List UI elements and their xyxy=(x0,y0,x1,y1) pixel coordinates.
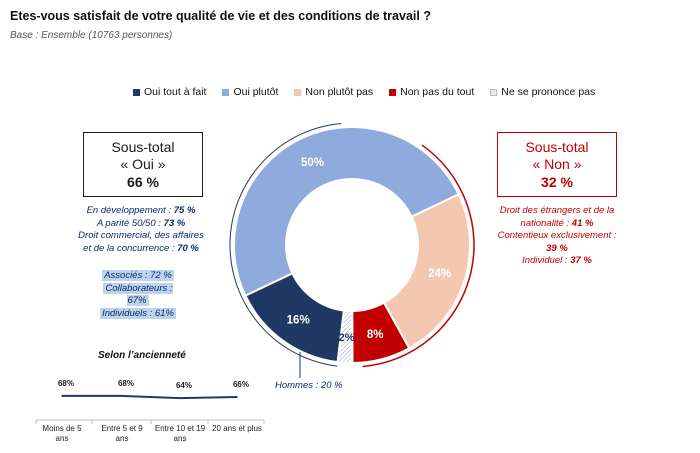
page-subtitle: Base : Ensemble (10763 personnes) xyxy=(10,30,173,41)
subtotal-oui-line2: « Oui » xyxy=(120,156,166,172)
seniority-category-label: Moins de 5 ans xyxy=(42,424,82,443)
highlight-row: Associés : 72 % xyxy=(102,270,174,281)
donut-label-non-pas-du-tout: 8% xyxy=(367,329,384,341)
non-bracket-arc xyxy=(362,144,475,368)
legend-swatch xyxy=(389,88,397,96)
donut-slice-ne-se-prononce-pas xyxy=(336,309,354,364)
hommes-note: Hommes : 20 % xyxy=(275,380,343,391)
page-title: Etes-vous satisfait de votre qualité de … xyxy=(10,9,431,23)
subtotal-oui-line1: Sous-total xyxy=(111,139,175,155)
donut-chart: 16% 50% 24% 8% 2% xyxy=(229,122,475,378)
donut-label-oui-plutot: 50% xyxy=(301,157,324,169)
legend-label: Non plutôt pas xyxy=(305,86,374,98)
seniority-category-label: Entre 5 et 9 ans xyxy=(101,424,143,443)
subtotal-oui-value: 66 % xyxy=(127,174,159,190)
non-note-row: Droit des étrangers et de la xyxy=(499,205,615,216)
legend-label: Oui tout à fait xyxy=(144,86,207,98)
seniority-category-label: Entre 10 et 19 ans xyxy=(154,424,206,443)
legend-swatch xyxy=(133,88,140,96)
seniority-point xyxy=(179,397,181,399)
non-note-row: 39 % xyxy=(546,242,568,254)
donut-label-non-plutot-pas: 24% xyxy=(428,268,451,280)
legend-item-non-pas-du-tout: Non pas du tout xyxy=(389,86,474,98)
subtotal-non-value: 32 % xyxy=(541,174,573,190)
legend-swatch xyxy=(490,88,498,96)
oui-note-row: En développement : 75 % xyxy=(86,205,196,216)
legend-item-oui-tout-a-fait: Oui tout à fait xyxy=(133,86,206,98)
seniority-line xyxy=(62,394,238,400)
seniority-value-label: 66% xyxy=(232,380,249,389)
non-note-row: nationalité : 41 % xyxy=(520,217,594,229)
subtotal-non-box: Sous-total « Non » 32 % xyxy=(497,132,617,197)
oui-highlights: Associés : 72 % Collaborateurs : 67% Ind… xyxy=(93,270,183,320)
legend-item-non-plutot-pas: Non plutôt pas xyxy=(294,86,373,98)
seniority-value-label: 68% xyxy=(57,378,74,388)
oui-note-row: Droit commercial, des affaires xyxy=(78,230,204,241)
donut-label-ne-se-prononce-pas: 2% xyxy=(339,332,355,344)
highlight-row: Collaborateurs : 67% xyxy=(103,282,173,306)
seniority-line-chart xyxy=(35,394,265,424)
legend-label: Non pas du tout xyxy=(400,86,475,98)
legend-swatch xyxy=(222,88,230,96)
non-note-row: Individuel : 37 % xyxy=(522,255,592,266)
oui-bracket-arc xyxy=(229,122,342,367)
non-note-row: Contentieux exclusivement : xyxy=(497,230,617,241)
seniority-title: Selon l’ancienneté xyxy=(98,350,186,361)
donut-label-oui-tout-a-fait: 16% xyxy=(287,315,310,327)
non-notes: Droit des étrangers et de la nationalité… xyxy=(478,205,636,268)
chart-legend: Oui tout à fait Oui plutôt Non plutôt pa… xyxy=(133,86,595,98)
subtotal-non-line1: Sous-total xyxy=(525,139,589,155)
seniority-category-label: 20 ans et plus xyxy=(212,424,262,433)
legend-swatch xyxy=(294,88,302,96)
donut-slice-oui-plutot xyxy=(233,126,460,297)
oui-note-row: A parité 50/50 : 73 % xyxy=(96,217,186,229)
oui-notes: En développement : 75 % A parité 50/50 :… xyxy=(55,205,227,255)
subtotal-oui-box: Sous-total « Oui » 66 % xyxy=(83,132,203,197)
subtotal-non-line2: « Non » xyxy=(532,156,582,172)
legend-item-oui-plutot: Oui plutôt xyxy=(222,86,278,98)
legend-label: Ne se prononce pas xyxy=(501,86,596,98)
oui-note-row: et de la concurrence : 70 % xyxy=(83,242,199,254)
legend-label: Oui plutôt xyxy=(233,86,279,98)
seniority-value-label: 68% xyxy=(117,378,134,388)
donut-slice-non-plutot-pas xyxy=(382,193,471,350)
legend-item-ne-se-prononce-pas: Ne se prononce pas xyxy=(490,86,595,98)
highlight-row: Individuels : 61% xyxy=(100,307,176,319)
seniority-point xyxy=(61,395,63,397)
seniority-point xyxy=(121,395,123,397)
seniority-point xyxy=(236,396,238,398)
seniority-value-label: 64% xyxy=(175,381,192,391)
